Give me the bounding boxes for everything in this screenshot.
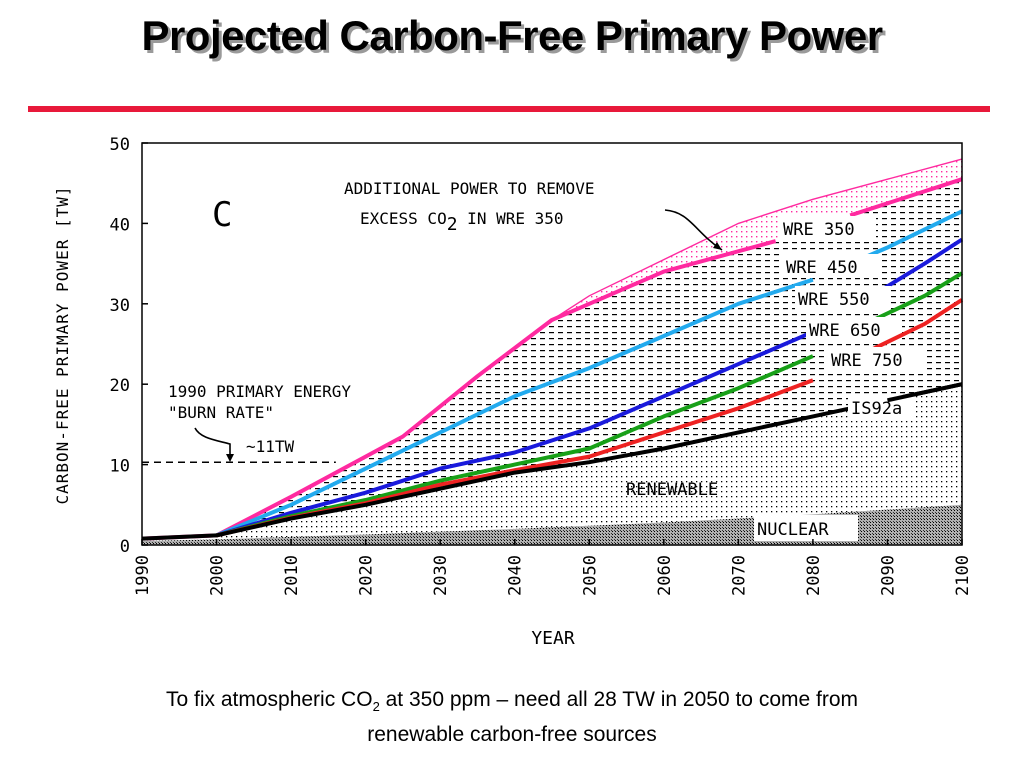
series-label-box-wre-550 — [795, 286, 891, 310]
y-tick-label: 40 — [110, 215, 130, 235]
y-tick-label: 30 — [110, 296, 130, 316]
additional-power-label-line2: EXCESS CO2 IN WRE 350 — [360, 209, 564, 235]
y-axis-title: CARBON-FREE PRIMARY POWER [TW] — [53, 186, 72, 505]
additional-power-boundary — [551, 158, 963, 321]
series-layer: WRE 350 WRE 450 WRE 550 WRE 650 WRE 750 IS92a — [141, 177, 964, 541]
caption-text-2: at 350 ppm – need all 28 TW in 2050 to c… — [379, 688, 859, 711]
series-line-wre-550 — [215, 330, 814, 538]
series-label-box-wre-450 — [783, 254, 881, 278]
x-tick-label: 2090 — [878, 555, 898, 596]
series-label-wre-450: WRE 450 — [786, 258, 858, 278]
renewable-area-label: RENEWABLE — [626, 480, 718, 500]
x-tick-label: 2100 — [953, 555, 973, 596]
series-line-wre-450 — [215, 277, 814, 538]
additional-power-label-line1: ADDITIONAL POWER TO REMOVE — [344, 179, 594, 198]
burn-rate-pointer — [194, 427, 231, 458]
y-tick-label: 0 — [120, 537, 130, 557]
series-line-is92a — [141, 382, 963, 541]
y-tick-label: 20 — [110, 376, 130, 396]
panel-label: C — [212, 195, 232, 235]
burn-rate-arrowhead — [226, 454, 234, 462]
x-tick-label: 2070 — [729, 555, 749, 596]
title-divider — [28, 106, 990, 112]
x-tick-label: 2000 — [208, 555, 228, 596]
x-tick-label: 1990 — [133, 555, 153, 596]
x-tick-label: 2020 — [357, 555, 377, 596]
x-tick-label: 2010 — [282, 555, 302, 596]
series-label-is92a: IS92a — [851, 399, 902, 419]
series-extension-wre-650 — [864, 271, 964, 326]
series-label-box-wre-750 — [828, 347, 924, 371]
nuclear-label-box — [754, 515, 858, 541]
series-label-box-wre-350 — [780, 216, 876, 240]
area-layer: RENEWABLE NUCLEAR — [142, 158, 963, 545]
caption-text-3: renewable carbon-free sources — [367, 723, 657, 747]
series-label-wre-650: WRE 650 — [809, 321, 881, 341]
series-label-wre-550: WRE 550 — [798, 290, 870, 310]
series-label-wre-750: WRE 750 — [831, 351, 903, 371]
x-tick-label: 2080 — [804, 555, 824, 596]
x-axis-title: YEAR — [531, 628, 575, 649]
x-tick-label: 2050 — [580, 555, 600, 596]
series-label-box-is92a — [848, 395, 914, 419]
slide-title: Projected Carbon-Free Primary Power — [141, 12, 883, 59]
plot-frame — [141, 142, 963, 546]
y-tick-label: 10 — [110, 457, 130, 477]
burn-rate-label-line1: 1990 PRIMARY ENERGY — [168, 382, 351, 401]
reference-line-label: ~11TW — [246, 437, 295, 456]
y-tick-label: 50 — [110, 135, 130, 155]
series-label-wre-350: WRE 350 — [783, 220, 855, 240]
renewable-area — [142, 384, 962, 541]
series-line-wre-650 — [215, 354, 814, 538]
nuclear-area-label: NUCLEAR — [757, 520, 829, 540]
additional-power-area — [552, 159, 962, 320]
series-extension-is92a — [887, 382, 963, 403]
wre-envelope-area — [216, 179, 962, 536]
series-extension-wre-350 — [849, 177, 963, 218]
slide-caption: To fix atmospheric CO2 at 350 ppm – need… — [40, 686, 984, 749]
x-tick-label: 2030 — [431, 555, 451, 596]
series-label-box-wre-650 — [806, 317, 902, 341]
caption-subscript: 2 — [372, 699, 380, 715]
additional-power-pointer — [664, 209, 723, 251]
burn-rate-label-line2: "BURN RATE" — [168, 403, 274, 422]
caption-text-1: To fix atmospheric CO — [165, 688, 373, 711]
additional-power-arrowhead — [713, 242, 722, 250]
x-tick-label: 2040 — [506, 555, 526, 596]
x-tick-label: 2060 — [655, 555, 675, 596]
